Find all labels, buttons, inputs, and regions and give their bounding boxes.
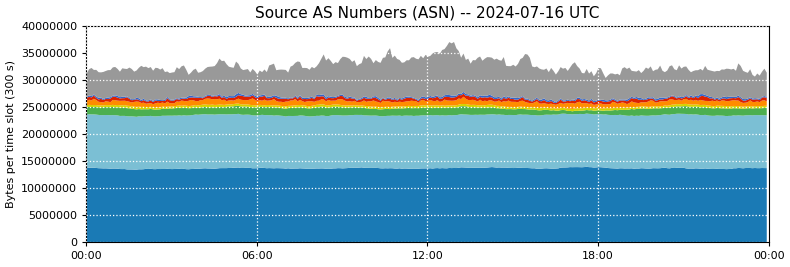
Y-axis label: Bytes per time slot (300 s): Bytes per time slot (300 s) bbox=[6, 60, 16, 208]
Title: Source AS Numbers (ASN) -- 2024-07-16 UTC: Source AS Numbers (ASN) -- 2024-07-16 UT… bbox=[255, 6, 600, 21]
